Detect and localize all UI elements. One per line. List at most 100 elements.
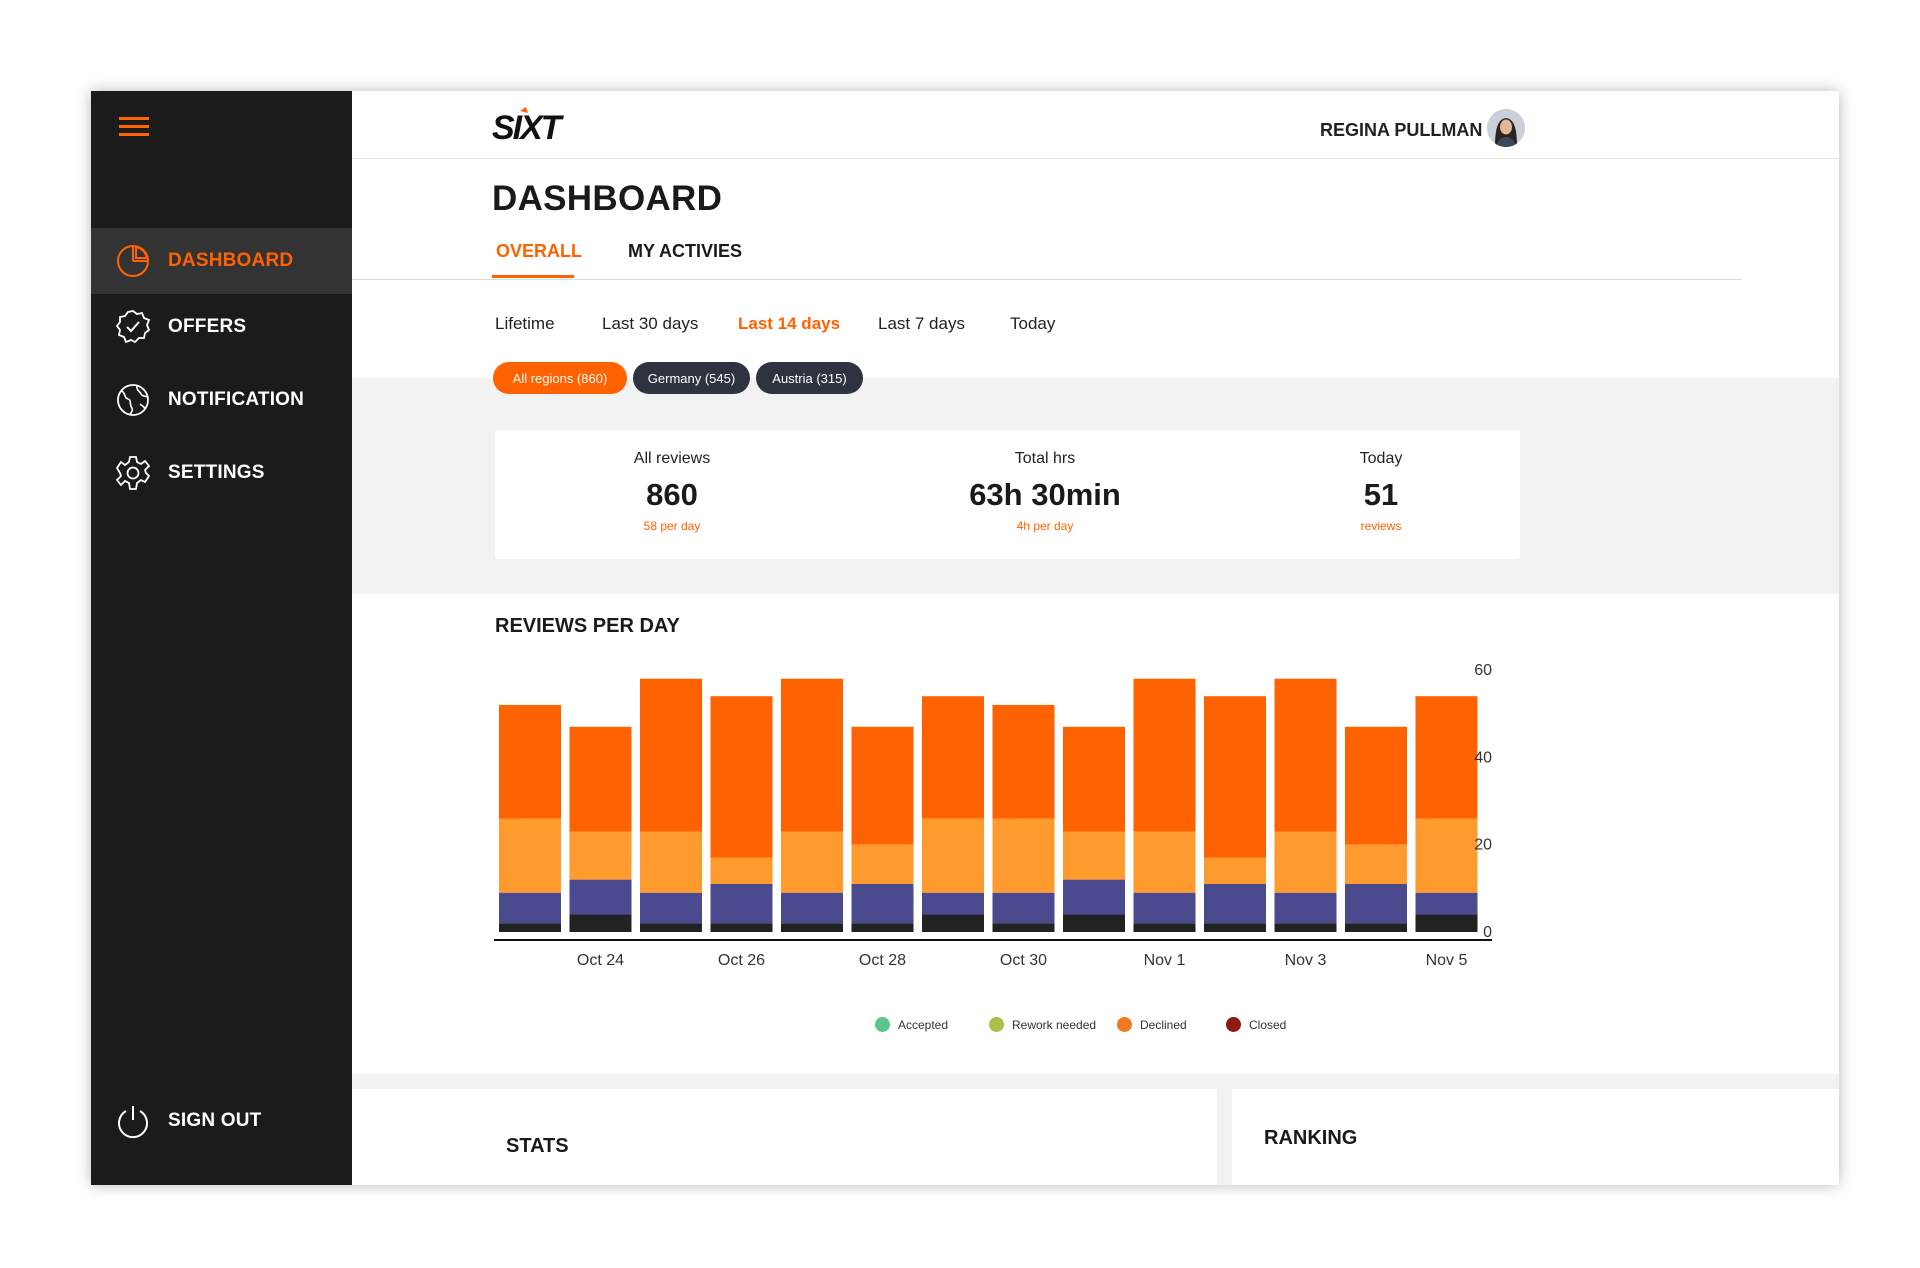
stats-panel: STATS: [352, 1089, 1217, 1185]
bar-segment: [710, 857, 773, 884]
stat-sub: reviews: [1360, 519, 1402, 533]
region-filter-austria[interactable]: Austria (315): [756, 362, 863, 394]
stat-all-reviews: All reviews 860 58 per day: [552, 450, 792, 533]
bar-stack[interactable]: [1345, 726, 1407, 932]
bar-segment: [1133, 923, 1196, 932]
bar-stack[interactable]: [851, 726, 914, 932]
legend-dot: [1117, 1017, 1132, 1032]
bar-segment: [1063, 914, 1125, 932]
tab-my-activies[interactable]: MY ACTIVIES: [628, 241, 743, 261]
bar-segment: [992, 892, 1055, 924]
reviews-per-day-chart: 0 20 40 60 Oct 24 Oct 26 Oct 28 Oct 30 Nov 1 Nov …: [494, 662, 1492, 969]
region-filter-germany[interactable]: Germany (545): [633, 362, 750, 394]
main-content: SIXT REGINA PULLMAN DASHBOARD OVERALL MY…: [352, 91, 1839, 1185]
tabs-divider: [352, 279, 1742, 280]
bar-segment: [851, 726, 914, 845]
power-icon: [118, 1106, 148, 1139]
avatar-portrait-icon: [1487, 109, 1525, 147]
bar-segment: [1274, 892, 1337, 924]
pie-chart-icon: [117, 245, 149, 277]
bar-stack[interactable]: [1133, 678, 1196, 932]
sidebar-item-settings[interactable]: SETTINGS: [91, 440, 352, 506]
bar-segment: [922, 914, 984, 932]
legend-item[interactable]: Rework needed: [989, 1017, 1096, 1032]
bar-segment: [992, 704, 1055, 819]
bar-segment: [499, 704, 561, 819]
bar-segment: [1274, 678, 1337, 832]
x-tick-label: Oct 28: [859, 952, 906, 969]
bar-stack[interactable]: [569, 726, 632, 932]
legend-label: Closed: [1249, 1017, 1287, 1032]
range-last-7-days[interactable]: Last 7 days: [878, 314, 965, 333]
y-tick-label: 40: [1474, 749, 1492, 766]
page-title: DASHBOARD: [492, 179, 723, 218]
bar-segment: [1415, 696, 1478, 819]
header-divider: [352, 158, 1839, 159]
stat-label: Today: [1359, 450, 1403, 467]
bar-stack[interactable]: [1415, 696, 1478, 932]
range-today[interactable]: Today: [1010, 314, 1056, 333]
bar-segment: [1345, 923, 1407, 932]
legend-label: Rework needed: [1012, 1017, 1097, 1032]
badge-check-icon: [115, 310, 151, 344]
bar-stack[interactable]: [1063, 726, 1125, 932]
sixt-logo[interactable]: SIXT: [492, 105, 582, 149]
sidebar-item-label: SETTINGS: [168, 462, 265, 483]
bar-segment: [851, 883, 914, 924]
tab-overall[interactable]: OVERALL: [496, 241, 583, 261]
bar-stack[interactable]: [640, 678, 702, 932]
bar-segment: [710, 696, 773, 858]
legend-item[interactable]: Accepted: [875, 1017, 948, 1032]
avatar[interactable]: [1487, 109, 1525, 147]
x-tick-label: Oct 26: [718, 952, 765, 969]
bar-stack[interactable]: [710, 696, 773, 932]
bar-segment: [1345, 883, 1407, 924]
legend-label: Accepted: [898, 1017, 949, 1032]
stat-value: 860: [646, 477, 698, 512]
bar-segment: [1415, 818, 1478, 893]
stat-value: 63h 30min: [969, 477, 1121, 512]
x-tick-label: Nov 3: [1285, 952, 1327, 969]
bar-segment: [1133, 678, 1196, 832]
bar-segment: [992, 923, 1055, 932]
legend-dot: [875, 1017, 890, 1032]
bar-segment: [781, 678, 843, 832]
bar-segment: [1345, 726, 1407, 845]
bar-stack[interactable]: [992, 704, 1055, 932]
legend-label: Declined: [1140, 1017, 1187, 1032]
bar-stack[interactable]: [499, 704, 561, 932]
sign-out-button[interactable]: SIGN OUT: [91, 1088, 352, 1154]
sidebar-item-notification[interactable]: NOTIFICATION: [91, 367, 352, 433]
y-tick-label: 20: [1474, 837, 1492, 854]
sidebar-item-offers[interactable]: OFFERS: [91, 294, 352, 360]
bar-stack[interactable]: [781, 678, 843, 932]
bar-segment: [1274, 923, 1337, 932]
bar-segment: [922, 818, 984, 893]
bar-segment: [1063, 726, 1125, 832]
bar-stack[interactable]: [922, 696, 984, 932]
stat-sub: 4h per day: [1016, 519, 1074, 533]
sidebar-item-label: OFFERS: [168, 316, 247, 337]
hamburger-icon[interactable]: [119, 113, 149, 143]
bar-segment: [499, 923, 561, 932]
bar-stack[interactable]: [1204, 696, 1266, 932]
legend-dot: [1226, 1017, 1241, 1032]
range-last-30-days[interactable]: Last 30 days: [602, 314, 699, 333]
x-tick-label: Nov 5: [1426, 952, 1468, 969]
bar-segment: [851, 844, 914, 884]
bar-stack[interactable]: [1274, 678, 1337, 932]
stat-label: All reviews: [633, 450, 711, 467]
ranking-panel: RANKING: [1232, 1089, 1839, 1185]
region-filter-all[interactable]: All regions (860): [493, 362, 627, 394]
range-last-14-days[interactable]: Last 14 days: [738, 314, 841, 333]
bar-segment: [569, 914, 632, 932]
bar-segment: [640, 892, 702, 924]
legend-item[interactable]: Declined: [1117, 1017, 1187, 1032]
stats-panel-title: STATS: [506, 1135, 569, 1157]
range-lifetime[interactable]: Lifetime: [495, 314, 555, 333]
x-tick-label: Oct 30: [1000, 952, 1047, 969]
legend-item[interactable]: Closed: [1226, 1017, 1286, 1032]
sidebar-item-dashboard[interactable]: DASHBOARD: [91, 228, 352, 294]
x-tick-label: Nov 1: [1144, 952, 1186, 969]
sidebar-item-label: NOTIFICATION: [168, 389, 305, 410]
